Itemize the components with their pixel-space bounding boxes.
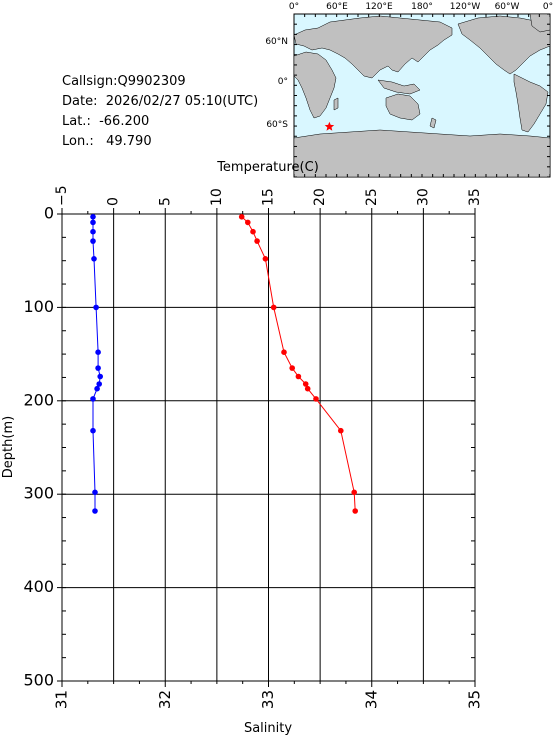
salinity-axis-title: Salinity xyxy=(244,721,292,736)
temperature-data-point xyxy=(254,238,260,244)
date-label: Date: 2026/02/27 05:10(UTC) xyxy=(62,94,259,109)
salinity-data-point xyxy=(90,219,96,226)
salinity-data-point xyxy=(91,255,97,262)
salinity-data-point xyxy=(96,381,102,387)
temperature-data-point xyxy=(238,214,245,220)
map-frame-ticks xyxy=(293,13,551,178)
depth-tick-label: 300 xyxy=(23,484,54,503)
map-top-tick-0: 0° xyxy=(289,2,299,12)
temperature-data-point xyxy=(245,219,251,226)
depth-tick-label: 0 xyxy=(44,204,54,223)
salinity-data-point xyxy=(90,427,96,434)
south-america-landmass xyxy=(513,73,549,133)
map-top-tick-4: 120°W xyxy=(450,2,481,12)
antarctica-landmass xyxy=(294,129,550,177)
map-left-tick-1: 0° xyxy=(278,77,288,87)
temperature-data-point xyxy=(338,427,344,434)
salinity-data-point xyxy=(92,508,98,514)
depth-tick-label: 500 xyxy=(23,671,54,690)
salinity-data-point xyxy=(90,238,96,244)
station-info: Callsign:Q9902309 Date: 2026/02/27 05:10… xyxy=(62,72,258,152)
map-top-tick-3: 180° xyxy=(411,2,433,12)
salinity-tick-label: 35 xyxy=(466,690,484,709)
temperature-data-point xyxy=(313,396,319,402)
temperature-data-point xyxy=(270,304,277,311)
map-land xyxy=(294,14,550,177)
salinity-data-point xyxy=(95,349,101,356)
temperature-profile-line xyxy=(241,216,356,512)
series-layer xyxy=(90,214,359,514)
greenland xyxy=(529,14,550,33)
salinity-tick-label: 31 xyxy=(53,690,71,709)
depth-tick-label: 200 xyxy=(23,390,54,409)
north-america-landmass xyxy=(457,15,550,75)
map-top-tick-5: 60°W xyxy=(495,2,520,12)
lat-label: Lat.: -66.200 xyxy=(62,114,150,129)
lon-label: Lon.: 49.790 xyxy=(62,134,152,149)
temperature-data-point xyxy=(281,349,287,356)
salinity-tick-label: 32 xyxy=(156,690,174,709)
temperature-data-point xyxy=(250,228,256,235)
callsign-label: Callsign:Q9902309 xyxy=(62,74,186,89)
salinity-axis: 31 32 33 34 35 xyxy=(53,681,484,709)
map-left-labels: 60°N 0° 60°S xyxy=(265,37,288,130)
eurasia-landmass xyxy=(294,15,453,79)
map-top-tick-2: 120°E xyxy=(365,2,393,12)
salinity-data-point xyxy=(90,228,96,235)
salinity-data-point xyxy=(97,373,103,380)
salinity-data-point xyxy=(93,304,99,311)
station-marker-star xyxy=(324,121,335,131)
salinity-profile-line xyxy=(92,216,101,511)
salinity-data-point xyxy=(94,385,100,392)
depth-axis: 0 100 200 300 400 500 xyxy=(23,204,62,690)
map-top-tick-6: 0° xyxy=(543,2,553,12)
depth-tick-label: 400 xyxy=(23,577,54,596)
depth-minor-ticks xyxy=(62,213,475,682)
salinity-tick-label: 33 xyxy=(259,690,277,709)
africa-landmass xyxy=(294,51,337,119)
depth-tick-label: 100 xyxy=(23,297,54,316)
salinity-data-point xyxy=(90,396,96,402)
temperature-data-point xyxy=(304,385,311,392)
world-map: 0° 60°E 120°E 180° 120°W 60°W 0° 60°N 0°… xyxy=(265,2,553,178)
depth-axis-title: Depth(m) xyxy=(1,416,16,478)
map-left-tick-2: 60°S xyxy=(266,120,288,130)
madagascar xyxy=(333,97,339,111)
se-asia-islands xyxy=(377,79,421,95)
temperature-data-point xyxy=(295,373,302,380)
temperature-data-point xyxy=(262,255,269,262)
new-zealand xyxy=(429,117,437,129)
salinity-tick-label: 34 xyxy=(362,690,380,709)
map-left-tick-0: 60°N xyxy=(265,37,288,47)
temperature-data-point xyxy=(352,508,359,514)
temperature-data-point xyxy=(302,381,309,387)
salinity-data-point xyxy=(95,365,101,371)
australia-landmass xyxy=(385,93,421,121)
chart-frame xyxy=(61,213,476,682)
map-top-tick-1: 60°E xyxy=(326,2,348,12)
salinity-data-point xyxy=(92,489,98,496)
chart-grid xyxy=(61,213,476,682)
salinity-data-point xyxy=(90,214,96,220)
map-top-labels: 0° 60°E 120°E 180° 120°W 60°W 0° xyxy=(289,2,553,12)
temperature-data-point xyxy=(351,489,358,496)
temperature-data-point xyxy=(289,365,296,371)
